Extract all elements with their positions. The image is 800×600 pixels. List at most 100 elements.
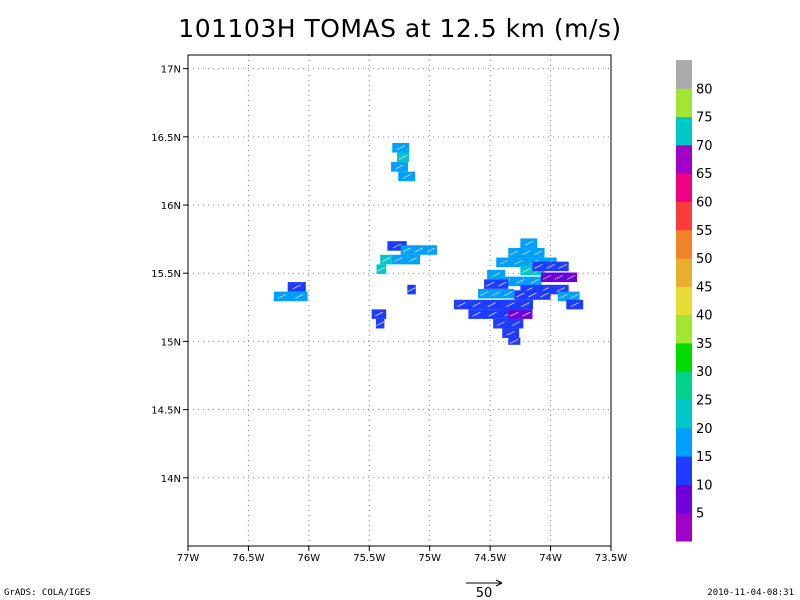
wind-vector [521,302,530,307]
colorbar-segment [676,314,692,344]
wind-vector [522,311,531,317]
grads-credit: GrADS: COLA/IGES [4,588,91,598]
colorbar-segment [676,116,692,146]
wind-vector [569,294,579,299]
wind-vector [375,321,385,327]
wind-cell [502,299,534,310]
wind-vector [392,243,402,249]
wind-cell [496,257,557,268]
x-tick-label: 76W [298,553,321,564]
wind-vector [556,287,565,292]
y-tick-label: 16N [161,201,181,212]
wind-vector [396,145,405,151]
x-tick-label: 73.5W [595,553,627,564]
colorbar-segment [676,371,692,401]
wind-cell [391,254,421,265]
reference-vector-head [495,579,503,587]
x-tick-label: 77W [177,553,200,564]
wind-vector [510,250,519,256]
wind-vector [530,279,539,284]
colorbar-segment [676,144,692,174]
colorbar-label: 55 [696,224,713,239]
colorbar-label: 45 [696,280,713,295]
wind-vector [395,164,404,170]
wind-vector [374,311,384,317]
y-tick-label: 16.5N [151,133,181,144]
wind-vector [402,247,411,253]
wind-vector [510,339,519,344]
wind-vector [402,174,411,179]
wind-vector [492,291,501,297]
wind-vector [496,321,505,327]
colorbar-segment [676,342,692,372]
colorbar-label: 65 [696,167,713,182]
colorbar-label: 25 [696,394,713,409]
wind-cell [557,291,580,302]
wind-vector [559,294,568,299]
wind-vector [295,294,304,299]
wind-vector [540,292,549,298]
colorbar-segment [676,258,692,287]
colorbar-label: 5 [696,507,704,522]
colorbar-label: 80 [696,82,713,97]
wind-vector [504,291,513,297]
x-tick-label: 75W [418,553,441,564]
colorbar-label: 70 [696,139,713,154]
wind-vector [522,250,531,256]
wind-vector [554,274,564,280]
colorbar-label: 60 [696,195,713,210]
y-tick-label: 15.5N [151,269,181,280]
wind-cell [273,291,308,302]
wind-vector [511,321,521,327]
colorbar-label: 75 [696,111,713,126]
wind-vector [534,250,543,256]
wind-vector [457,302,466,307]
x-tick-label: 74W [539,553,562,564]
wind-vector [408,257,417,262]
colorbar-label: 30 [696,365,713,380]
wind-vector [516,292,525,298]
colorbar-segment [676,399,692,429]
colorbar-segment [676,512,692,542]
chart-title: 101103H TOMAS at 12.5 km (m/s) [178,14,622,43]
colorbar-label: 35 [696,337,713,352]
wind-cell [484,279,509,289]
wind-cell [508,309,533,319]
wind-vector [524,240,533,246]
wind-vector [398,154,408,160]
wind-vector [514,259,524,265]
wind-vector [570,302,579,307]
wind-vector [510,311,519,317]
wind-vector [407,287,416,292]
wind-vector [487,302,496,307]
wind-vector [382,257,391,262]
wind-vector [485,281,495,287]
wind-vector [278,294,287,299]
wind-vector [506,302,515,307]
y-tick-label: 14N [161,474,181,485]
wind-vector [516,279,525,284]
x-tick-label: 76.5W [232,553,264,564]
wind-vector [472,311,481,317]
colorbar-label: 40 [696,309,713,324]
y-tick-label: 17N [161,65,181,76]
colorbar-segment [676,456,692,485]
wind-vector [426,247,436,253]
colorbar-segment [676,201,692,231]
colorbar-segment [676,173,692,202]
colorbar-label: 20 [696,422,713,437]
reference-vector-label: 50 [476,586,493,600]
wind-vector [394,257,403,262]
wind-vector [528,292,537,298]
wind-vector [542,274,552,280]
wind-vector [414,247,424,253]
wind-vector [292,284,301,290]
x-tick-label: 74.5W [474,553,506,564]
colorbar-segment [676,484,692,514]
y-tick-label: 14.5N [151,406,181,417]
colorbar-segment [676,427,692,457]
wind-vector [492,272,501,277]
wind-vector [488,311,497,317]
wind-vector [377,266,386,272]
